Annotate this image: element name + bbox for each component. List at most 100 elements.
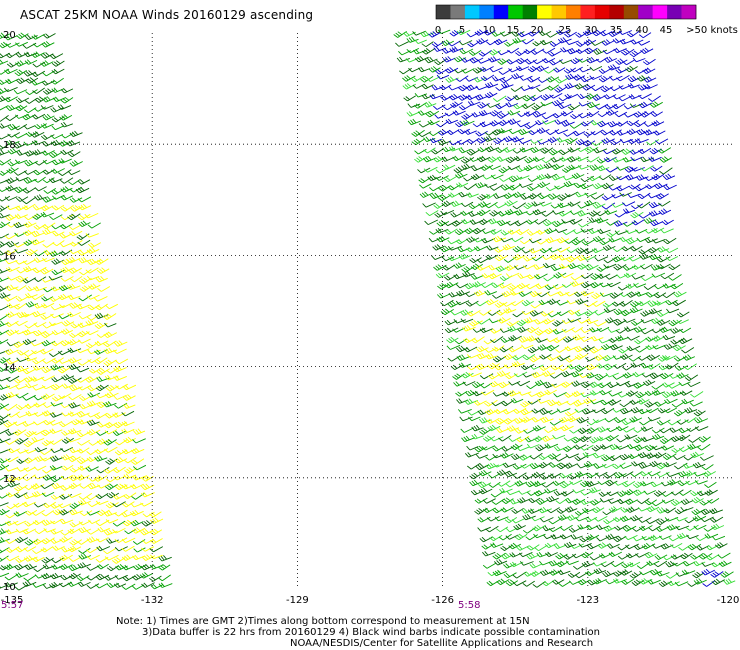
wind-barb <box>467 364 481 371</box>
wind-barb <box>548 148 562 156</box>
wind-barb <box>647 246 660 254</box>
wind-barb <box>545 337 559 343</box>
wind-barb <box>114 402 128 409</box>
wind-barb <box>86 456 99 462</box>
wind-barb <box>510 443 523 451</box>
y-tick-label: 10 <box>3 582 16 593</box>
wind-barb <box>517 326 530 333</box>
wind-barb <box>24 322 38 329</box>
wind-barb <box>22 259 36 265</box>
wind-barb <box>563 436 576 442</box>
wind-barb <box>500 452 514 459</box>
wind-barb <box>60 96 74 104</box>
wind-barb <box>558 416 573 424</box>
wind-barb <box>683 363 697 370</box>
wind-barb <box>657 147 672 154</box>
wind-barb <box>454 338 468 345</box>
wind-barb <box>604 209 618 215</box>
wind-barb <box>633 121 647 128</box>
wind-barb <box>420 75 434 83</box>
wind-barb <box>96 509 110 516</box>
wind-barb <box>68 564 82 572</box>
wind-barb <box>23 239 37 246</box>
wind-barb <box>97 286 111 292</box>
wind-barb <box>556 408 571 413</box>
wind-barb <box>51 188 65 195</box>
wind-barb <box>505 102 519 108</box>
wind-barb <box>589 554 604 561</box>
wind-barb <box>484 201 498 209</box>
wind-barb <box>555 77 569 84</box>
wind-barb <box>14 69 27 77</box>
wind-barb <box>551 425 565 432</box>
wind-barb <box>690 451 704 459</box>
wind-barb <box>16 357 29 363</box>
wind-barb <box>32 538 45 545</box>
wind-barb <box>603 363 617 371</box>
wind-barb <box>6 341 20 347</box>
wind-barb <box>605 166 619 173</box>
wind-barb <box>51 125 65 131</box>
wind-barb <box>627 75 640 83</box>
wind-barb <box>657 355 671 362</box>
wind-barb <box>15 365 29 373</box>
wind-barb <box>656 256 671 263</box>
wind-barb <box>532 40 545 47</box>
wind-barb <box>435 228 449 234</box>
wind-barb <box>511 73 524 80</box>
wind-barb <box>571 380 585 387</box>
wind-barb <box>555 228 568 234</box>
wind-barb <box>529 355 542 363</box>
wind-barb <box>705 544 719 551</box>
wind-barb <box>0 178 10 184</box>
wind-barb <box>42 402 56 409</box>
wind-barb <box>521 102 536 109</box>
wind-barb <box>78 257 92 264</box>
wind-barb <box>472 281 486 288</box>
wind-barb <box>488 318 502 324</box>
wind-barb <box>630 211 644 219</box>
wind-barb <box>94 340 109 347</box>
wind-barb <box>105 518 119 524</box>
wind-barb <box>150 554 163 560</box>
wind-barb <box>87 392 101 398</box>
wind-barb <box>42 159 56 165</box>
wind-barb <box>4 196 18 201</box>
wind-barb <box>539 202 552 207</box>
wind-barb <box>33 176 46 183</box>
wind-barb <box>554 86 568 93</box>
wind-barb <box>76 447 90 454</box>
wind-barb <box>607 498 621 504</box>
wind-barb <box>671 401 685 408</box>
wind-barb <box>615 425 629 432</box>
wind-barb <box>621 481 636 488</box>
wind-barb <box>94 455 108 462</box>
wind-barb <box>695 535 708 541</box>
wind-barb <box>582 29 596 37</box>
wind-barb <box>629 572 643 579</box>
wind-barb <box>0 438 11 444</box>
wind-barb <box>472 390 486 397</box>
wind-barb <box>645 452 658 459</box>
wind-barb <box>543 382 557 389</box>
wind-barb <box>557 37 572 44</box>
wind-barb <box>32 149 47 156</box>
wind-barb <box>102 313 117 320</box>
wind-barb <box>582 139 596 147</box>
wind-barb <box>532 156 545 162</box>
wind-barb <box>670 338 685 345</box>
wind-barb <box>435 175 449 181</box>
wind-barb <box>455 182 469 188</box>
wind-barb <box>70 205 83 212</box>
wind-barb <box>103 340 117 348</box>
wind-barb <box>686 426 700 432</box>
wind-barb <box>555 552 568 560</box>
wind-barb <box>575 47 589 54</box>
wind-barb <box>461 113 475 120</box>
wind-barb <box>631 461 644 467</box>
wind-barb <box>588 210 601 217</box>
wind-barb <box>516 175 530 180</box>
wind-barb <box>158 555 172 562</box>
wind-barb <box>14 213 28 220</box>
wind-barb <box>613 362 627 369</box>
